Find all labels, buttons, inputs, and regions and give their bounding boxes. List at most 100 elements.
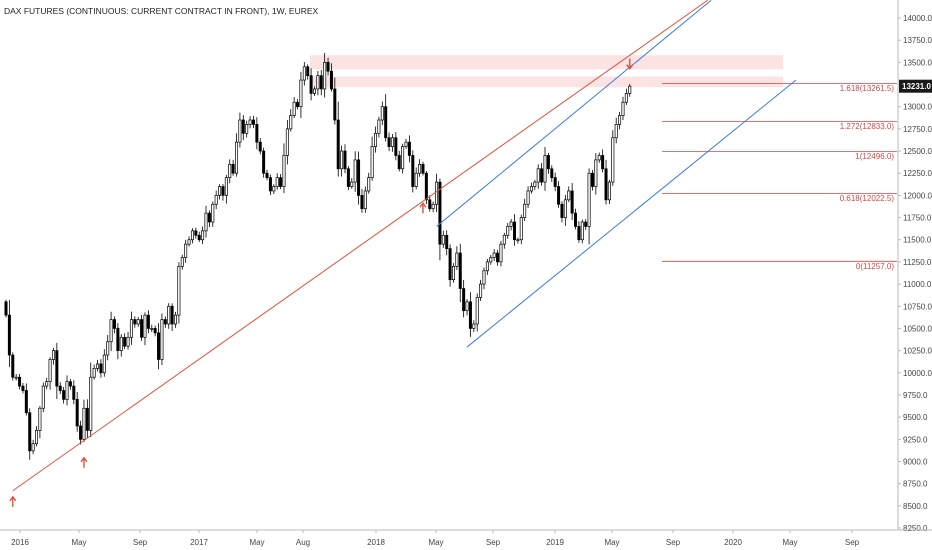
candle-body — [485, 261, 489, 272]
candle-body — [241, 119, 245, 134]
candle — [190, 228, 194, 244]
arrow-head — [9, 495, 17, 502]
candle — [207, 210, 211, 228]
candle — [363, 186, 367, 213]
time-axis[interactable]: 2016 May Sep 2017 May Aug 2018 May Sep 2019 May Sep… — [11, 530, 860, 547]
candle-body — [312, 88, 316, 94]
candle-body — [560, 203, 564, 218]
candle-body — [224, 177, 228, 196]
price-tick-label: 8500.0 — [903, 502, 928, 511]
candle-body — [340, 150, 344, 170]
candle-body — [431, 203, 435, 210]
candle-body — [153, 328, 157, 334]
price-tick-label: 12000.0 — [903, 191, 932, 200]
fib-level-label: 1.272(12833.0) — [840, 122, 895, 131]
candle-body — [31, 443, 35, 452]
arrow-up-icon — [419, 202, 427, 214]
candle — [465, 299, 469, 316]
candle — [302, 61, 306, 86]
candle-body — [424, 172, 428, 201]
candle-body — [207, 212, 211, 223]
candle — [204, 205, 208, 238]
price-tick-label: 8750.0 — [903, 480, 928, 489]
candle — [519, 214, 523, 245]
price-tick-label: 12500.0 — [903, 147, 932, 156]
candle-body — [624, 93, 628, 103]
candle — [357, 151, 361, 205]
candle — [604, 159, 608, 205]
candle — [543, 147, 547, 191]
candle — [228, 159, 232, 184]
candle-body — [394, 137, 398, 156]
candle-body — [11, 354, 15, 378]
candle-body — [428, 199, 432, 210]
candle-body — [146, 314, 150, 329]
candle-body — [336, 119, 340, 170]
arrow-head — [419, 202, 427, 208]
candle — [312, 86, 316, 96]
candle — [374, 126, 378, 153]
candle — [96, 359, 100, 372]
candle-body — [228, 163, 232, 179]
candle-body — [628, 85, 632, 94]
candle-body — [285, 128, 289, 156]
candle-body — [523, 203, 527, 218]
time-tick-label: May — [71, 538, 86, 547]
candle — [346, 166, 350, 191]
time-tick-label: May — [249, 538, 264, 547]
candle-body — [14, 376, 18, 379]
candle — [455, 246, 459, 270]
candle — [506, 222, 510, 239]
candle-body — [38, 407, 42, 431]
candle — [553, 172, 557, 192]
candle — [265, 169, 269, 181]
candle-body — [570, 190, 574, 214]
candle — [102, 349, 106, 377]
candle-body — [584, 221, 588, 227]
candle-body — [363, 190, 367, 210]
last-price-label: 13231.0 — [902, 82, 931, 91]
price-tick-label: 9000.0 — [903, 457, 928, 466]
candle — [45, 377, 49, 390]
candle-body — [377, 119, 381, 134]
candle-body — [109, 319, 113, 343]
candle — [150, 324, 154, 333]
time-tick-label: Sep — [845, 538, 860, 547]
candle-body — [536, 168, 540, 183]
candle — [238, 112, 242, 148]
time-tick-label: May — [782, 538, 797, 547]
candle — [472, 320, 476, 332]
candle — [129, 311, 133, 345]
time-tick-label: 2016 — [11, 538, 29, 547]
candle — [106, 334, 110, 361]
candle — [326, 57, 330, 76]
candle-body — [357, 159, 361, 196]
candle — [48, 357, 52, 390]
candle-body — [492, 252, 496, 258]
last-price-badge-box — [899, 79, 932, 93]
candle — [99, 359, 103, 378]
candle — [343, 144, 347, 174]
candle — [526, 186, 530, 208]
candle-body — [489, 257, 493, 263]
candle — [587, 168, 591, 245]
candle — [563, 194, 567, 226]
candle — [577, 221, 581, 243]
candle — [136, 316, 140, 327]
price-tick-label: 8250.0 — [903, 524, 928, 533]
candle — [241, 114, 245, 141]
candle-body — [367, 177, 371, 192]
candle-body — [482, 270, 486, 285]
candle-body — [204, 212, 208, 232]
candle-body — [299, 79, 303, 108]
candle-body — [245, 124, 249, 134]
candle — [482, 267, 486, 290]
candle-body — [441, 234, 445, 245]
fibonacci-levels: 1.618(13261.5) 1.272(12833.0) 1(12496.0) 0.… — [662, 83, 897, 271]
candle-body — [129, 319, 133, 338]
candle-body — [180, 257, 184, 267]
candle — [550, 165, 554, 182]
candle — [451, 263, 455, 283]
candle-body — [329, 70, 333, 90]
candle-body — [140, 319, 144, 338]
